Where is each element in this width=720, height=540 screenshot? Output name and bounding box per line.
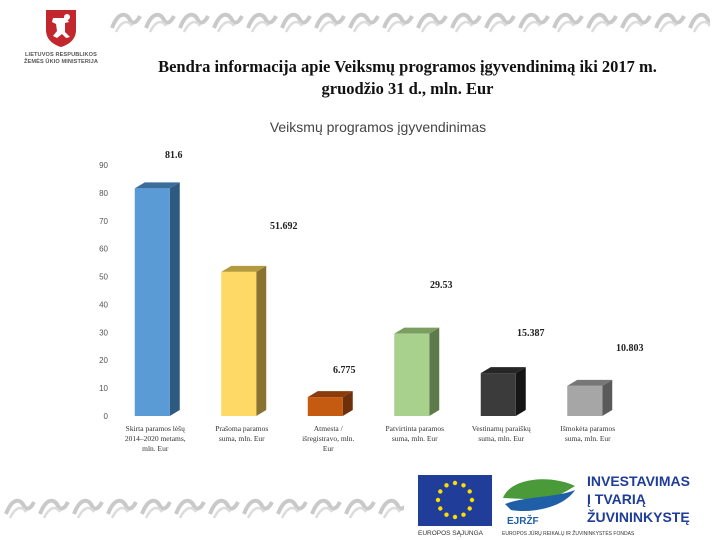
bar-top bbox=[394, 327, 440, 334]
eu-star bbox=[467, 506, 472, 511]
bar-side bbox=[256, 265, 267, 416]
page-title-line2: gruodžio 31 d., mln. Eur bbox=[321, 79, 494, 98]
x-axis-labels: Skirta paramos lėšų 2014–2020 metams, mln.… bbox=[125, 424, 615, 453]
x-category-label: Vestinamų paraiškų suma, mln. Eur bbox=[472, 424, 531, 443]
eu-label: EUROPOS SĄJUNGA bbox=[418, 530, 484, 537]
y-tick-label: 50 bbox=[99, 273, 108, 282]
y-tick-label: 90 bbox=[99, 161, 108, 170]
bar bbox=[480, 373, 516, 416]
fund-logo-text: EJRŽF bbox=[507, 514, 539, 527]
bar-side bbox=[602, 379, 613, 416]
ornament-band-bottom bbox=[4, 492, 404, 520]
bar-chart: Veiksmų programos įgyvendinimas 0 10 20 30 4… bbox=[99, 119, 644, 453]
page-title: Bendra informacija apie Veiksmų programo… bbox=[115, 56, 700, 100]
eu-star bbox=[467, 489, 472, 494]
x-category-label: Atmesta / išregistravo, mln. Eur bbox=[302, 424, 354, 453]
eu-star bbox=[452, 514, 458, 520]
x-category-label: Skirta paramos lėšų 2014–2020 metams, mln.… bbox=[125, 424, 186, 453]
coat-of-arms-icon bbox=[46, 10, 76, 47]
bar bbox=[394, 333, 430, 416]
bar-side bbox=[342, 391, 353, 416]
y-tick-label: 10 bbox=[99, 384, 108, 393]
data-label: 29.53 bbox=[430, 280, 453, 291]
bar-top bbox=[567, 379, 613, 386]
y-tick-label: 0 bbox=[104, 412, 109, 421]
bar-side bbox=[515, 367, 526, 416]
eu-star bbox=[461, 483, 466, 488]
ornament-band-top bbox=[110, 6, 710, 36]
eu-star bbox=[438, 506, 443, 511]
bar-top bbox=[134, 182, 180, 189]
y-tick-label: 30 bbox=[99, 328, 108, 337]
y-tick-label: 20 bbox=[99, 356, 108, 365]
fund-label: EUROPOS JŪRŲ REIKALŲ IR ŽUVININKYSTĖS FO… bbox=[502, 529, 635, 537]
eu-star bbox=[438, 489, 443, 494]
x-category-label: Patvirtinta paramos suma, mln. Eur bbox=[385, 424, 444, 443]
bar bbox=[134, 188, 170, 416]
footer-logos: EUROPOS SĄJUNGA EJRŽF EUROPOS JŪRŲ REIKA… bbox=[418, 473, 690, 537]
eu-flag-icon bbox=[418, 475, 492, 526]
data-label: 81.6 bbox=[165, 150, 183, 161]
chart-title: Veiksmų programos įgyvendinimas bbox=[270, 119, 486, 135]
bar bbox=[307, 397, 343, 416]
bar-top bbox=[307, 391, 353, 398]
bar-top bbox=[221, 265, 267, 272]
eu-star bbox=[444, 483, 449, 488]
x-category-label: Išmokėta paramos suma, mln. Eur bbox=[560, 424, 615, 443]
page-title-line1: Bendra informacija apie Veiksmų programo… bbox=[158, 57, 657, 76]
eu-star bbox=[444, 512, 449, 517]
bars: 81.6 51.692 6.775 29.53 15.387 10.803 bbox=[134, 150, 644, 416]
y-axis: 0 10 20 30 40 50 60 70 80 90 bbox=[99, 161, 108, 421]
y-tick-label: 80 bbox=[99, 189, 108, 198]
data-label: 15.387 bbox=[517, 328, 545, 339]
y-tick-label: 70 bbox=[99, 217, 108, 226]
eu-star bbox=[452, 480, 458, 486]
ministry-name-line1: LIETUVOS RESPUBLIKOS bbox=[25, 52, 97, 58]
x-category-label: Prašoma paramos suma, mln. Eur bbox=[215, 424, 268, 443]
slogan-line2: Į TVARIĄ bbox=[587, 491, 646, 507]
data-label: 51.692 bbox=[270, 221, 298, 232]
ministry-logo: LIETUVOS RESPUBLIKOS ŽEMĖS ŪKIO MINISTER… bbox=[20, 8, 102, 74]
bar-side bbox=[429, 327, 440, 416]
data-label: 10.803 bbox=[616, 343, 644, 354]
ministry-name-line2: ŽEMĖS ŪKIO MINISTERIJA bbox=[24, 58, 98, 65]
eu-star bbox=[435, 497, 441, 503]
slogan-line1: INVESTAVIMAS bbox=[587, 473, 690, 489]
slogan-line3: ŽUVININKYSTĘ bbox=[587, 508, 690, 525]
y-tick-label: 60 bbox=[99, 245, 108, 254]
bar-top bbox=[480, 367, 526, 374]
bar bbox=[567, 385, 603, 416]
fund-logo: EJRŽF bbox=[503, 479, 575, 527]
bar bbox=[221, 271, 257, 416]
eu-star bbox=[461, 512, 466, 517]
bar-side bbox=[169, 182, 180, 416]
y-tick-label: 40 bbox=[99, 300, 108, 309]
eu-star bbox=[469, 497, 475, 503]
data-label: 6.775 bbox=[333, 365, 356, 376]
